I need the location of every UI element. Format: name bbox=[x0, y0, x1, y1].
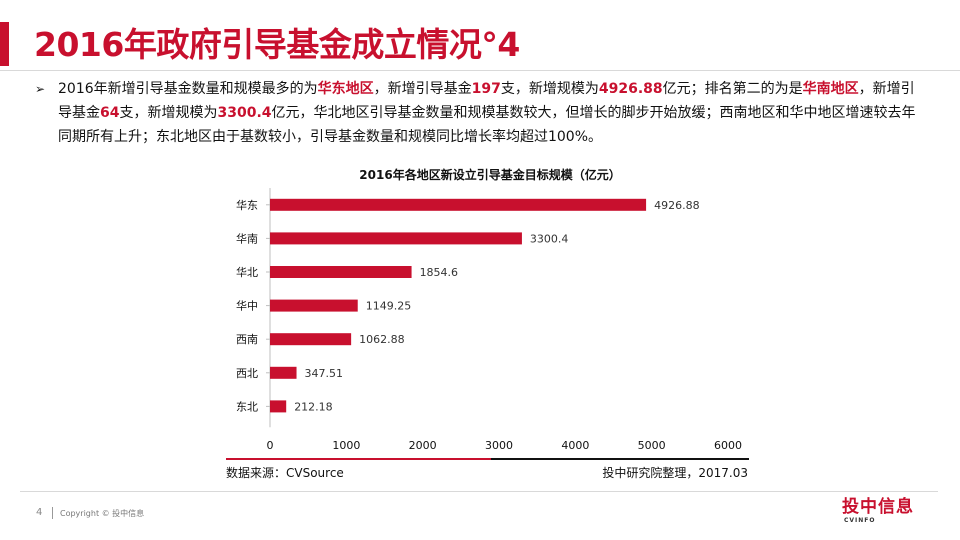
highlight-scale: 3300.4 bbox=[217, 105, 272, 121]
source-rule-red bbox=[226, 458, 491, 460]
data-bar bbox=[270, 266, 412, 278]
highlight-count: 197 bbox=[471, 81, 501, 97]
footer-divider bbox=[20, 491, 938, 492]
bullet-arrow-icon: ➢ bbox=[35, 82, 46, 96]
text-segment: ，新增引导基金 bbox=[373, 81, 472, 97]
data-bar bbox=[270, 333, 352, 346]
data-label: 212.18 bbox=[294, 400, 333, 413]
data-bar bbox=[270, 366, 297, 379]
data-label: 1854.6 bbox=[420, 266, 459, 279]
title-divider bbox=[0, 70, 960, 71]
title-accent-bar bbox=[0, 22, 9, 66]
data-bar bbox=[270, 400, 287, 413]
x-tick-label: 2000 bbox=[409, 439, 437, 452]
x-tick-label: 5000 bbox=[638, 439, 666, 452]
bullet-text: 2016年新增引导基金数量和规模最多的为华东地区，新增引导基金197支，新增规模… bbox=[38, 77, 918, 149]
category-label: 华南 bbox=[236, 231, 258, 245]
x-tick-label: 0 bbox=[267, 439, 274, 452]
cvinfo-logo: 投中信息 CVINFO bbox=[842, 497, 914, 531]
page-number: 4 bbox=[36, 507, 43, 518]
category-label: 东北 bbox=[236, 400, 258, 413]
text-segment: 支，新增规模为 bbox=[119, 105, 218, 121]
text-segment: 支，新增规模为 bbox=[500, 81, 599, 97]
x-tick-label: 6000 bbox=[714, 439, 742, 452]
x-tick-label: 3000 bbox=[485, 439, 513, 452]
copyright-text: Copyright © 投中信息 bbox=[60, 509, 145, 518]
text-segment: 2016年新增引导基金数量和规模最多的为 bbox=[58, 81, 318, 97]
highlight-scale: 4926.88 bbox=[598, 81, 663, 97]
data-label: 1062.88 bbox=[359, 333, 405, 346]
highlight-count: 64 bbox=[100, 105, 120, 121]
footer-separator bbox=[52, 507, 53, 519]
compiled-by: 投中研究院整理，2017.03 bbox=[602, 466, 748, 480]
data-bar bbox=[270, 299, 358, 312]
data-source: 数据来源：CVSource bbox=[226, 466, 344, 480]
category-label: 华东 bbox=[236, 198, 258, 212]
chart-title: 2016年各地区新设立引导基金目标规模（亿元） bbox=[359, 168, 621, 182]
category-label: 华北 bbox=[236, 265, 258, 279]
highlight-region: 华东地区 bbox=[317, 81, 374, 97]
source-rule-black bbox=[491, 458, 749, 460]
data-label: 4926.88 bbox=[654, 199, 700, 212]
category-label: 华中 bbox=[236, 299, 258, 313]
data-bar bbox=[270, 198, 647, 211]
data-label: 347.51 bbox=[305, 367, 344, 380]
category-label: 西南 bbox=[236, 333, 258, 346]
data-label: 1149.25 bbox=[366, 300, 412, 313]
logo-text: 投中信息 bbox=[842, 497, 914, 517]
logo-subtext: CVINFO bbox=[844, 517, 876, 524]
data-bar bbox=[270, 232, 522, 245]
slide-title: 2016年政府引导基金成立情况°4 bbox=[34, 25, 520, 64]
text-segment: ，新增引导基金 bbox=[58, 81, 915, 121]
x-tick-label: 4000 bbox=[561, 439, 589, 452]
highlight-region: 华南地区 bbox=[802, 81, 859, 97]
bar-chart: 华东 4926.88 华南 3300.4 华北 1854.6 华中 1149.25 西南 1062… bbox=[236, 188, 742, 452]
text-segment: 亿元；排名第二的为是 bbox=[662, 81, 803, 97]
category-label: 西北 bbox=[236, 367, 258, 380]
bullet-paragraph: ➢ 2016年新增引导基金数量和规模最多的为华东地区，新增引导基金197支，新增… bbox=[35, 77, 918, 149]
x-tick-label: 1000 bbox=[332, 439, 360, 452]
data-label: 3300.4 bbox=[530, 232, 569, 245]
text-segment: 亿元，华北地区引导基金数量和规模基数较大，但增长的脚步开始放缓；西南地区和华中地… bbox=[58, 105, 916, 145]
